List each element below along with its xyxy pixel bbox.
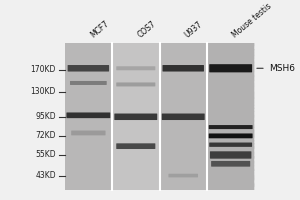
- Text: MCF7: MCF7: [88, 19, 110, 40]
- Bar: [112, 43, 160, 190]
- Text: Mouse testis: Mouse testis: [231, 2, 273, 40]
- Text: COS7: COS7: [136, 20, 158, 40]
- Text: 72KD: 72KD: [35, 131, 56, 140]
- FancyBboxPatch shape: [114, 114, 157, 120]
- Bar: [160, 43, 207, 190]
- Text: MSH6: MSH6: [269, 64, 295, 73]
- FancyBboxPatch shape: [116, 66, 155, 70]
- FancyBboxPatch shape: [210, 151, 251, 159]
- FancyBboxPatch shape: [66, 112, 110, 118]
- Text: U937: U937: [183, 20, 204, 40]
- FancyBboxPatch shape: [70, 81, 107, 85]
- FancyBboxPatch shape: [168, 174, 198, 177]
- FancyBboxPatch shape: [116, 143, 155, 149]
- FancyBboxPatch shape: [163, 65, 204, 72]
- FancyBboxPatch shape: [211, 161, 250, 167]
- Bar: [64, 43, 112, 190]
- Bar: [207, 43, 254, 190]
- FancyBboxPatch shape: [71, 131, 106, 135]
- FancyBboxPatch shape: [209, 143, 252, 147]
- Text: 95KD: 95KD: [35, 112, 56, 121]
- Bar: [64, 43, 254, 190]
- Text: 130KD: 130KD: [31, 87, 56, 96]
- Text: 55KD: 55KD: [35, 150, 56, 159]
- FancyBboxPatch shape: [116, 82, 155, 86]
- FancyBboxPatch shape: [162, 114, 205, 120]
- Text: 43KD: 43KD: [35, 171, 56, 180]
- FancyBboxPatch shape: [68, 65, 109, 72]
- Text: 170KD: 170KD: [31, 65, 56, 74]
- FancyBboxPatch shape: [209, 133, 253, 138]
- FancyBboxPatch shape: [209, 125, 253, 129]
- FancyBboxPatch shape: [209, 64, 252, 72]
